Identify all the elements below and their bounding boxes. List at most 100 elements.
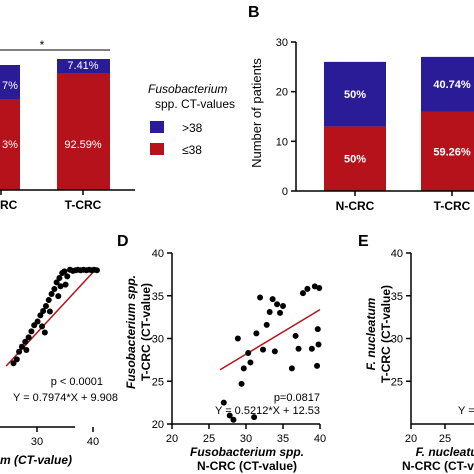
data-point-c — [13, 356, 20, 363]
p-value-c: p < 0.0001 — [51, 376, 103, 388]
data-point-d — [277, 309, 284, 316]
x-axis-title-c: m (CT-value) — [0, 453, 72, 467]
data-point-c — [42, 303, 49, 310]
data-point-d — [253, 330, 260, 337]
regression-line-d — [219, 308, 321, 371]
x-axis-title-d-2: N-CRC (CT-value) — [197, 459, 297, 473]
data-point-c — [16, 348, 23, 355]
x-tick-label-e: 25 — [439, 433, 451, 445]
y-tick-label-e: 40 — [391, 248, 403, 260]
data-point-c — [25, 334, 32, 341]
bar-tcrc-le38 — [57, 73, 110, 190]
tick-label-b-tcrc: T-CRC — [434, 199, 471, 213]
bar-segment-label: 50% — [344, 154, 366, 166]
y-tick-label-b: 0 — [282, 186, 288, 198]
data-point-c — [22, 338, 29, 345]
data-point-c — [64, 273, 71, 280]
y-tick-label-b: 30 — [276, 37, 288, 49]
bar-segment-n-crc-gt38 — [324, 61, 386, 127]
panel-b: B Number of patients 0 10 20 30 50% 50% 59.26… — [248, 4, 474, 213]
bar-ncrc-le38 — [0, 99, 20, 190]
data-point-c — [28, 328, 35, 335]
bars-b: 50% 50% 59.26% 40.74% — [324, 56, 474, 191]
bar-segment-label: 40.74% — [433, 79, 471, 91]
x-tick-label-d: 35 — [277, 433, 289, 445]
y-tick-label-d: 25 — [152, 376, 164, 388]
legend-label-le38: ≤38 — [182, 143, 202, 157]
data-point-d — [308, 345, 315, 352]
y-tick-label-d: 20 — [152, 419, 164, 431]
fit-line-d — [219, 308, 321, 371]
data-point-c — [45, 297, 52, 303]
axes-d: 20 25 30 35 40 20 25 30 35 40 — [152, 248, 326, 445]
data-point-c — [40, 308, 47, 314]
data-point-c — [55, 293, 62, 300]
data-point-c — [51, 286, 58, 292]
panel-label-b: B — [248, 4, 260, 21]
legend-title-2: spp. CT-values — [155, 97, 235, 111]
panel-c: 30 40 p < 0.0001 Y = 0.7974*X + 9.908 m (… — [0, 266, 118, 467]
y-tick-label-e: 35 — [391, 291, 403, 303]
x-tick-label-d: 20 — [166, 433, 178, 445]
data-point-d — [251, 414, 258, 421]
bar-segment-label: 59.26% — [433, 146, 471, 158]
data-point-d — [247, 359, 254, 366]
data-point-d — [314, 326, 321, 333]
label-ncrc-le38: 3% — [2, 139, 18, 151]
bar-tcrc-gt38 — [57, 59, 110, 73]
bar-segment-t-crc-le38 — [421, 111, 474, 191]
y-tick-label-d: 35 — [152, 291, 164, 303]
data-point-c — [23, 347, 30, 354]
y-tick-label-d: 40 — [152, 248, 164, 260]
data-point-d — [220, 399, 227, 406]
y-axis-title-b: Number of patients — [249, 58, 264, 168]
label-ncrc-gt38: 7% — [2, 80, 18, 92]
panel-a: * 7% 3% 7.41% 92.59% RC T-CRC Fusobacter… — [0, 38, 235, 212]
data-point-c — [46, 308, 53, 315]
points-c — [10, 266, 100, 367]
y-tick-label-e: 25 — [391, 376, 403, 388]
data-point-d — [304, 285, 311, 292]
x-tick-label-c: 30 — [31, 436, 43, 448]
data-point-d — [240, 365, 247, 372]
data-point-c — [62, 281, 69, 288]
y-axis-title-e-2: T-CRC (CT-value) — [379, 285, 393, 383]
equation-e: Y = — [458, 405, 474, 417]
data-point-d — [280, 303, 286, 310]
equation-c: Y = 0.7974*X + 9.908 — [13, 392, 118, 404]
tick-label-ncrc: RC — [0, 198, 18, 212]
x-ticks-c: 30 40 — [31, 427, 99, 448]
data-point-d — [299, 290, 306, 297]
data-point-c — [41, 329, 48, 336]
data-point-d — [266, 308, 273, 315]
axes-e: 20 25 25 30 35 40 — [391, 248, 474, 445]
bar-segment-label: 50% — [344, 89, 366, 101]
data-point-d — [245, 350, 252, 357]
legend-swatch-le38 — [150, 143, 164, 155]
data-point-c — [48, 290, 55, 297]
x-axis-title-e-1: F. nucleatum — [416, 445, 474, 459]
data-point-d — [269, 296, 276, 303]
data-point-d — [234, 335, 241, 342]
data-point-c — [56, 275, 63, 281]
data-point-c — [18, 343, 25, 350]
data-point-c — [34, 318, 41, 325]
data-point-c — [53, 279, 60, 286]
data-point-d — [288, 365, 295, 372]
y-tick-label-b: 10 — [276, 136, 288, 148]
panel-d: D Fusobacterium spp. T-CRC (CT-value) 20… — [117, 233, 326, 473]
equation-d: Y = 0.5212*X + 12.53 — [215, 405, 320, 417]
data-point-d — [314, 362, 321, 369]
data-point-c — [39, 323, 46, 330]
data-point-d — [295, 345, 302, 352]
data-point-d — [260, 346, 267, 353]
data-point-d — [292, 332, 299, 339]
legend-swatch-gt38 — [150, 121, 164, 133]
data-point-d — [226, 412, 233, 419]
x-tick-label-e: 20 — [405, 433, 417, 445]
label-tcrc-le38: 92.59% — [64, 139, 102, 151]
significance-marker: * — [40, 38, 45, 52]
data-point-d — [263, 321, 270, 328]
data-point-c — [93, 267, 100, 274]
